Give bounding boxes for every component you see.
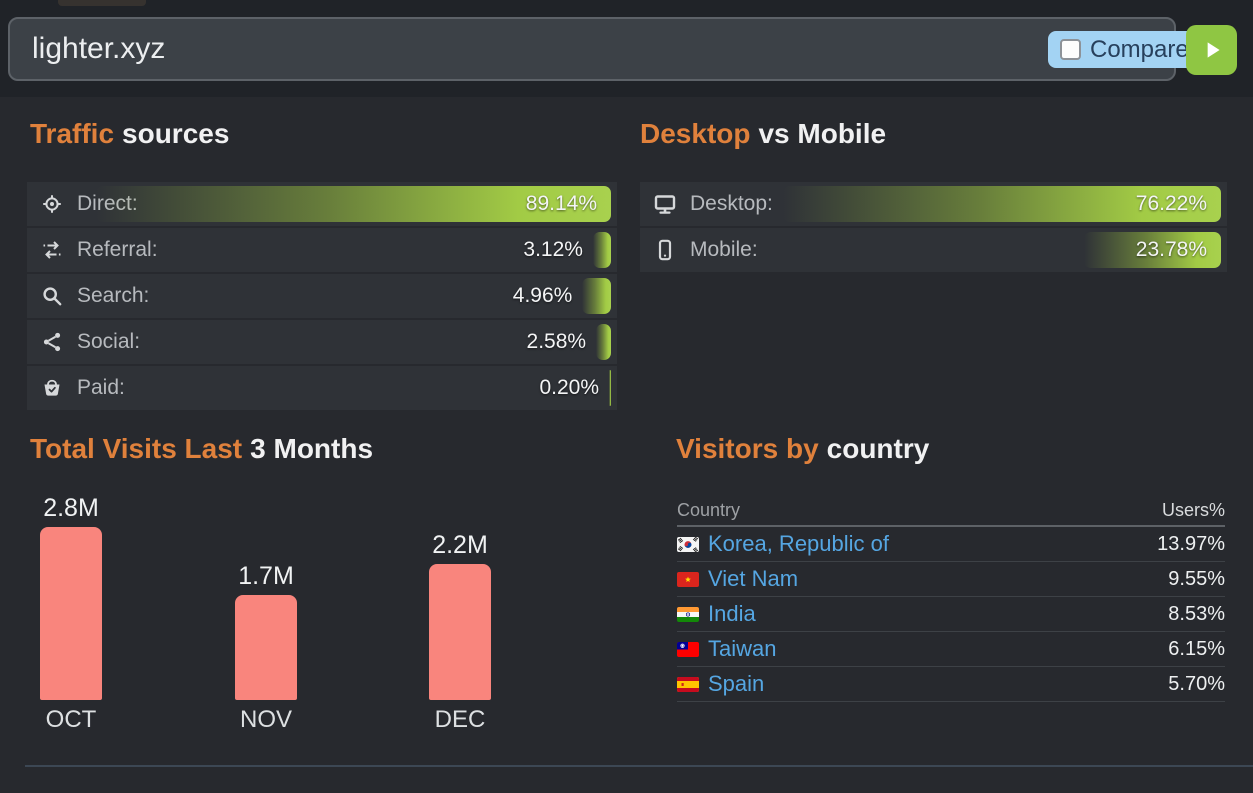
country-link[interactable]: Korea, Republic of [708, 531, 889, 556]
country-users-percent: 5.70% [1168, 672, 1225, 695]
percentage-bar [592, 232, 611, 268]
visitors-by-country-title: Visitors by country [676, 433, 929, 465]
compare-label: Compare [1090, 35, 1189, 63]
bar-value-label: 2.2M [432, 531, 488, 560]
source-row: Desktop: 76.22% [640, 182, 1227, 226]
source-row: Referral: 3.12% [27, 228, 617, 272]
title-accent: Total Visits Last [30, 433, 243, 464]
title-accent: Visitors by [676, 433, 819, 464]
source-row: Social: 2.58% [27, 320, 617, 364]
paid-icon [40, 376, 64, 400]
country-link[interactable]: India [708, 601, 756, 626]
referral-icon [40, 238, 64, 262]
visits-bar-chart: 2.8M OCT 1.7M NOV 2.2M DEC [30, 490, 620, 760]
country-table: Country Users% Korea, Republic of 13.97% V… [677, 495, 1225, 702]
percentage-value: 23.78% [1135, 238, 1207, 261]
percentage-bar [1084, 232, 1221, 268]
traffic-sources-title: Traffic sources [30, 118, 229, 150]
visits-bar [429, 564, 491, 700]
country-row: Taiwan 6.15% [677, 632, 1225, 667]
tab-remnant [58, 0, 146, 6]
country-link[interactable]: Viet Nam [708, 566, 799, 591]
bar-value-label: 2.8M [43, 494, 99, 522]
country-rows: Korea, Republic of 13.97% Viet Nam 9.55% Ind… [677, 527, 1225, 702]
visits-bar [40, 527, 102, 700]
title-accent: Desktop [640, 118, 751, 149]
play-icon [1199, 37, 1225, 63]
country-link[interactable]: Spain [708, 671, 765, 696]
title-rest: 3 Months [250, 433, 374, 464]
column-header-country: Country [677, 499, 741, 520]
traffic-sources-list: Direct:89.14%Referral:3.12%Search:4.96%S… [27, 182, 617, 412]
country-users-percent: 8.53% [1168, 602, 1225, 625]
total-visits-title: Total Visits Last 3 Months [30, 433, 373, 465]
source-label: Mobile: [690, 238, 758, 261]
flag-spain [677, 676, 699, 692]
percentage-value: 2.58% [526, 330, 587, 353]
bottom-divider [25, 765, 1253, 767]
percentage-value: 4.96% [512, 284, 573, 307]
source-row: Mobile: 23.78% [640, 228, 1227, 272]
percentage-value: 0.20% [539, 376, 599, 399]
source-label: Paid: [77, 376, 125, 399]
source-label: Referral: [77, 238, 158, 261]
country-users-percent: 9.55% [1168, 567, 1225, 590]
country-row: Spain 5.70% [677, 667, 1225, 702]
source-row: Paid: 0.20% [27, 366, 617, 410]
x-axis-label: NOV [239, 706, 292, 733]
percentage-bar [782, 186, 1221, 222]
country-users-percent: 13.97% [1157, 532, 1225, 555]
search-icon [40, 284, 64, 308]
column-header-users: Users% [1161, 499, 1225, 520]
x-axis-label: DEC [434, 706, 486, 733]
country-row: Viet Nam 9.55% [677, 562, 1225, 597]
desktop-mobile-list: Desktop: 76.22% Mobile: 23.78% [640, 182, 1227, 274]
percentage-bar [596, 324, 611, 360]
title-rest: country [826, 433, 930, 464]
top-bar: Compare [0, 0, 1253, 97]
source-row: Search: 4.96% [27, 274, 617, 318]
flag-vietnam [677, 571, 699, 587]
desktop-icon [653, 192, 677, 216]
percentage-bar [609, 370, 611, 406]
percentage-bar [582, 278, 611, 314]
percentage-bar [95, 186, 611, 222]
flag-taiwan [677, 641, 699, 657]
x-axis-label: OCT [45, 706, 97, 733]
title-rest: sources [122, 118, 230, 149]
compare-checkbox[interactable] [1060, 39, 1081, 60]
percentage-value: 89.14% [525, 192, 597, 215]
source-label: Desktop: [690, 192, 773, 215]
desktop-mobile-title: Desktop vs Mobile [640, 118, 886, 150]
go-button[interactable] [1186, 25, 1237, 75]
country-link[interactable]: Taiwan [708, 636, 777, 661]
country-row: Korea, Republic of 13.97% [677, 527, 1225, 562]
url-input[interactable] [8, 17, 1176, 81]
social-icon [40, 330, 64, 354]
flag-india [677, 606, 699, 622]
visits-bar [235, 594, 297, 700]
title-rest: vs Mobile [758, 118, 887, 149]
source-label: Social: [77, 330, 141, 353]
compare-button[interactable]: Compare [1048, 31, 1201, 68]
percentage-value: 3.12% [523, 238, 583, 261]
country-row: India 8.53% [677, 597, 1225, 632]
source-label: Search: [77, 284, 150, 307]
flag-south-korea [677, 536, 699, 552]
country-users-percent: 6.15% [1168, 637, 1225, 660]
country-table-header: Country Users% [677, 495, 1225, 527]
mobile-icon [653, 238, 677, 262]
source-row: Direct:89.14% [27, 182, 617, 226]
percentage-value: 76.22% [1135, 192, 1207, 215]
direct-icon [40, 192, 64, 216]
bar-value-label: 1.7M [238, 561, 294, 590]
title-accent: Traffic [30, 118, 115, 149]
